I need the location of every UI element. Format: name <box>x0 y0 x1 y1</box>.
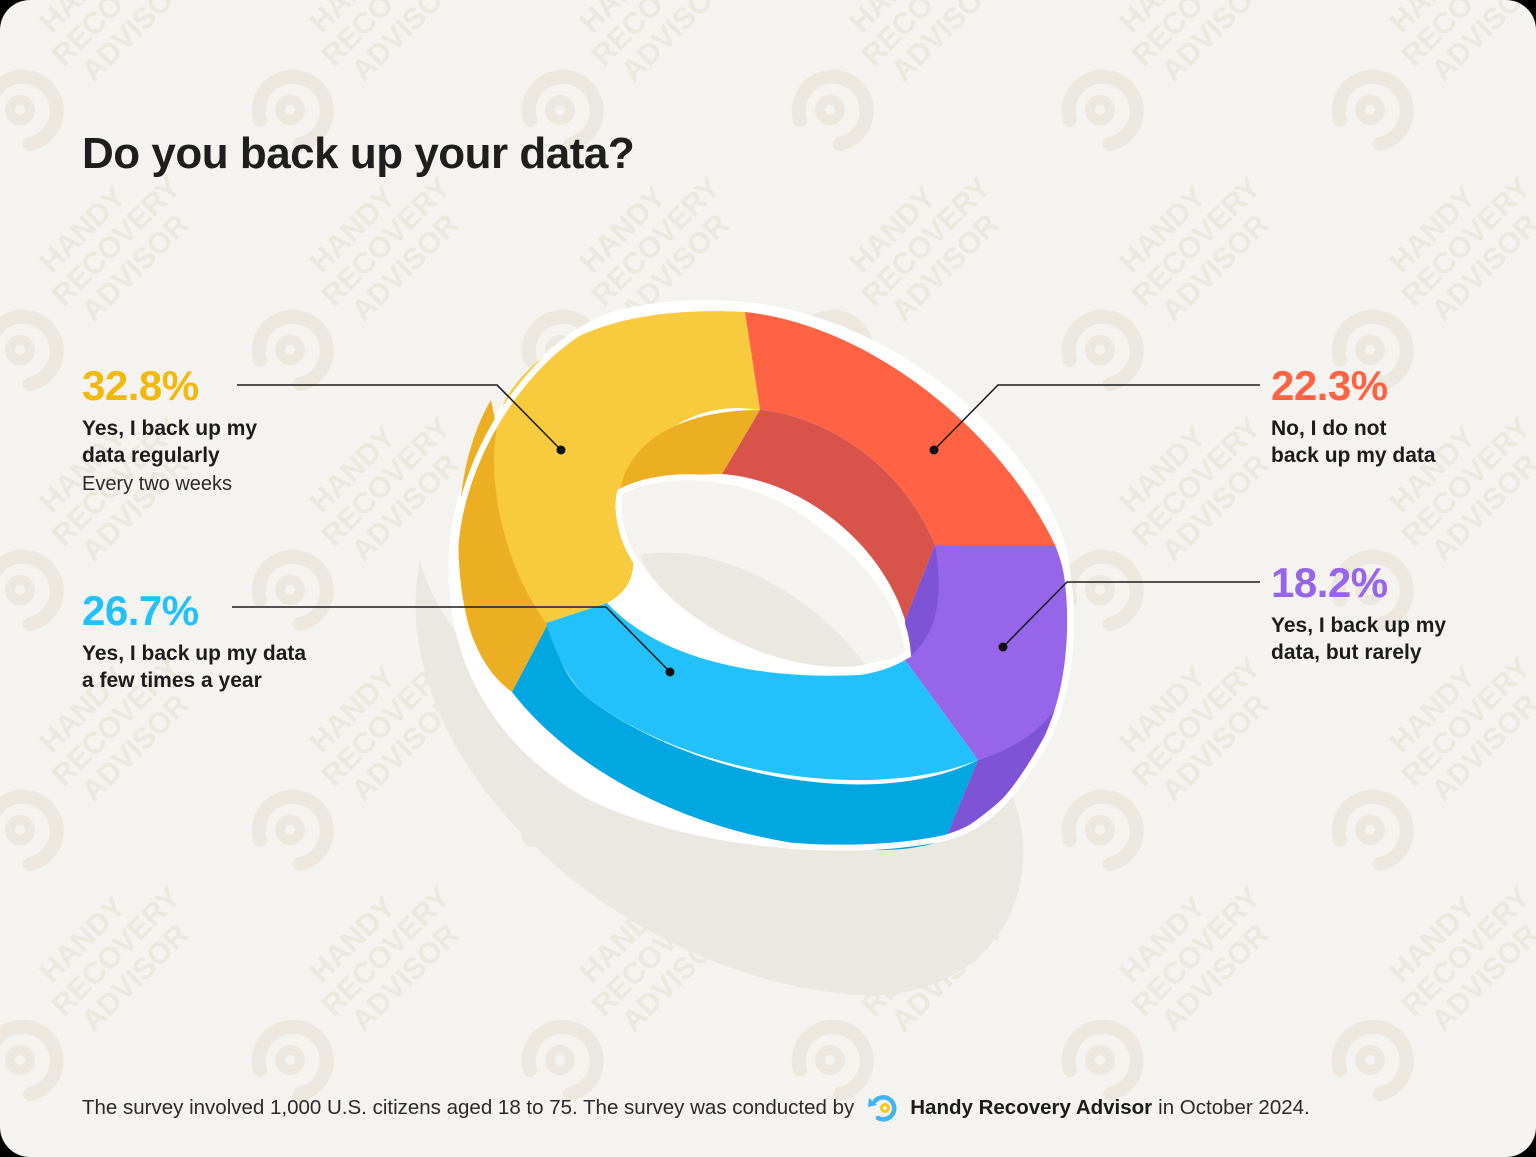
donut-hole <box>615 474 912 672</box>
segment-rarely <box>905 545 1071 760</box>
label-no-backup-pct: 22.3% <box>1271 362 1388 409</box>
leader-dot-few-times <box>665 667 675 677</box>
label-regular-line2: data regularly <box>82 444 220 467</box>
label-few-times: 26.7% Yes, I back up my data a few times… <box>82 588 306 694</box>
label-rarely: 18.2% Yes, I back up my data, but rarely <box>1271 560 1446 666</box>
segment-few-times <box>546 603 978 780</box>
segment-blue-side <box>512 620 978 850</box>
segment-regular-inner <box>620 410 760 492</box>
segment-no-backup-inner <box>722 410 935 620</box>
leader-dot-no-backup <box>929 445 939 455</box>
label-few-times-line2: a few times a year <box>82 669 262 692</box>
leader-no-backup <box>933 384 1260 451</box>
segment-rarely-inner <box>905 545 939 660</box>
page-title: Do you back up your data? <box>82 129 635 179</box>
footer-note: The survey involved 1,000 U.S. citizens … <box>82 1093 1310 1123</box>
label-no-backup: 22.3% No, I do not back up my data <box>1271 363 1436 469</box>
label-no-backup-line1: No, I do not <box>1271 417 1387 440</box>
handy-recovery-logo-icon <box>868 1095 897 1122</box>
leader-dot-rarely <box>998 642 1008 652</box>
label-regular-pct: 32.8% <box>82 362 199 409</box>
label-regular-sub: Every two weeks <box>82 473 233 495</box>
label-rarely-pct: 18.2% <box>1271 559 1388 606</box>
segment-no-backup <box>745 312 1055 545</box>
segment-regular <box>494 311 760 623</box>
label-no-backup-line2: back up my data <box>1271 444 1436 467</box>
donut-shadow <box>415 560 1024 996</box>
label-regular: 32.8% Yes, I back up my data regularly E… <box>82 363 257 499</box>
leader-few-times <box>232 606 671 673</box>
label-rarely-line2: data, but rarely <box>1271 641 1422 664</box>
footer-brand: Handy Recovery Advisor <box>910 1096 1153 1119</box>
leader-dot-regular <box>556 445 566 455</box>
label-few-times-line1: Yes, I back up my data <box>82 642 307 665</box>
leader-regular <box>237 384 562 451</box>
footer-suffix: in October 2024. <box>1158 1096 1310 1119</box>
label-rarely-line1: Yes, I back up my <box>1271 614 1447 637</box>
segment-rarely-side <box>945 700 1058 840</box>
segment-regular-side <box>458 400 550 692</box>
label-regular-line1: Yes, I back up my <box>82 417 258 440</box>
leader-rarely <box>1002 581 1260 648</box>
footer-prefix: The survey involved 1,000 U.S. citizens … <box>82 1096 855 1119</box>
label-few-times-pct: 26.7% <box>82 587 199 634</box>
